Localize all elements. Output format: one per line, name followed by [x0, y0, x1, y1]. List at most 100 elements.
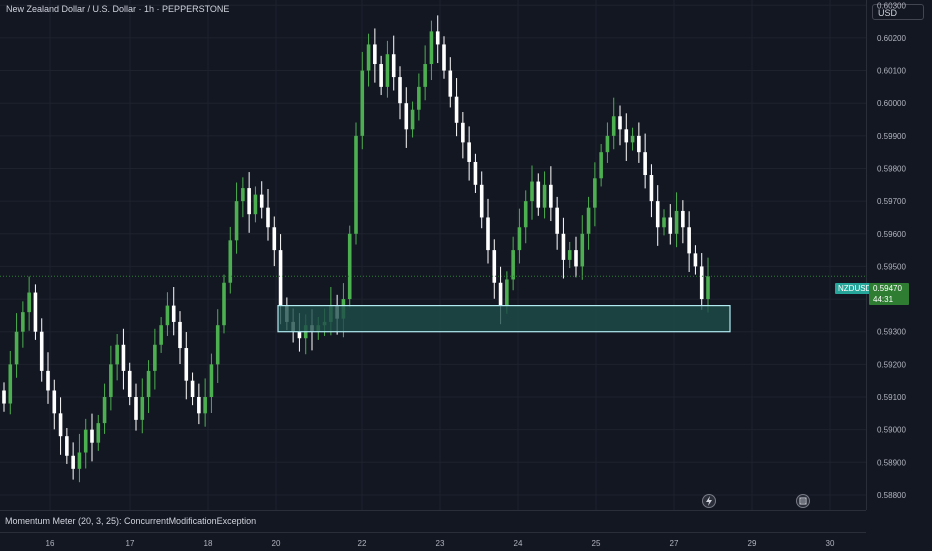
candle-body: [253, 194, 258, 215]
price-tick-label: 0.58800: [877, 491, 906, 500]
candle: [354, 122, 358, 245]
candle: [536, 173, 541, 216]
candle: [165, 292, 170, 336]
candle-body: [222, 282, 226, 326]
candle-body: [699, 266, 704, 300]
candle: [228, 226, 233, 294]
candle: [567, 241, 572, 269]
price-tick-label: 0.60000: [877, 99, 906, 108]
candle-body: [241, 188, 245, 202]
candle: [109, 345, 113, 411]
candle-body: [605, 135, 610, 153]
candle-body: [171, 305, 176, 322]
candle-body: [278, 250, 283, 306]
price-tick-label: 0.59000: [877, 426, 906, 435]
candle-body: [360, 70, 365, 136]
candle: [90, 413, 94, 462]
candle: [643, 133, 647, 189]
candle-body: [580, 233, 585, 267]
candle: [479, 171, 484, 229]
candle: [373, 28, 377, 83]
candle: [549, 166, 553, 222]
candle-body: [184, 348, 189, 381]
time-tick-label: 24: [514, 539, 523, 548]
candle-body: [46, 370, 50, 391]
candle: [215, 309, 220, 383]
candle-body: [492, 250, 497, 283]
candle-body: [96, 423, 101, 443]
candle-body: [555, 207, 559, 234]
time-axis[interactable]: 16 17 18 20 22 23 24 25 27 29 30: [0, 532, 866, 550]
candle-body: [391, 54, 396, 78]
candle-body: [115, 344, 119, 365]
candle: [127, 362, 132, 406]
candle-body: [215, 325, 220, 365]
candle: [662, 209, 666, 236]
candle: [699, 253, 704, 310]
candle: [83, 418, 88, 469]
candle: [39, 318, 44, 382]
time-tick-label: 18: [204, 539, 213, 548]
candle-body: [379, 64, 383, 87]
chart-area[interactable]: New Zealand Dollar / U.S. Dollar · 1h · …: [0, 0, 866, 510]
candle: [593, 162, 597, 227]
candle-body: [479, 184, 484, 218]
candle: [423, 45, 427, 101]
candle: [46, 352, 50, 404]
candle-body: [39, 331, 44, 371]
candle: [266, 189, 270, 241]
demand-zone[interactable]: [277, 305, 731, 333]
time-tick-label: 20: [272, 539, 281, 548]
candle: [178, 311, 182, 365]
price-tick-label: 0.59900: [877, 132, 906, 141]
candle-body: [102, 397, 107, 424]
candle: [115, 334, 119, 381]
lightning-icon[interactable]: [702, 494, 716, 508]
candle-body: [624, 129, 629, 143]
candle: [360, 51, 365, 150]
candle-body: [599, 152, 603, 179]
candle-body: [127, 370, 132, 398]
currency-selector[interactable]: USD: [872, 4, 924, 20]
candle: [272, 216, 277, 267]
candle-body: [511, 250, 515, 280]
candle: [624, 113, 629, 161]
price-tick-label: 0.59500: [877, 262, 906, 271]
candle: [184, 332, 189, 400]
candle-body: [373, 44, 377, 65]
candle: [693, 245, 698, 275]
time-tick-label: 16: [46, 539, 55, 548]
candle: [391, 35, 396, 91]
candle-body: [517, 227, 522, 251]
candle: [410, 101, 415, 138]
candle: [486, 198, 490, 264]
candle-body: [65, 436, 69, 456]
candle-body: [473, 161, 478, 185]
candle-body: [586, 207, 591, 234]
news-icon[interactable]: [796, 494, 810, 508]
candle-body: [467, 142, 471, 162]
candle-body: [366, 44, 371, 71]
candle-body: [530, 181, 534, 202]
candle: [461, 112, 465, 159]
candle: [398, 66, 402, 120]
candle-body: [234, 201, 239, 241]
candle-body: [21, 312, 25, 332]
candle-body: [567, 250, 572, 260]
candle-body: [404, 103, 409, 130]
indicator-pane[interactable]: Momentum Meter (20, 3, 25): ConcurrentMo…: [0, 510, 866, 532]
candle: [159, 317, 163, 353]
candle: [530, 165, 534, 220]
time-tick-label: 22: [358, 539, 367, 548]
candle-body: [674, 210, 679, 234]
indicator-label: Momentum Meter (20, 3, 25): ConcurrentMo…: [5, 516, 257, 526]
candle: [259, 181, 264, 219]
candle: [203, 378, 207, 427]
candle: [385, 40, 390, 98]
candle-body: [662, 217, 666, 228]
candle: [561, 217, 566, 279]
candle-body: [58, 413, 63, 437]
candle: [71, 442, 75, 480]
price-axis[interactable]: 0.60300 0.60200 0.60100 0.60000 0.59900 0.598…: [866, 0, 932, 510]
candle-body: [2, 390, 6, 404]
